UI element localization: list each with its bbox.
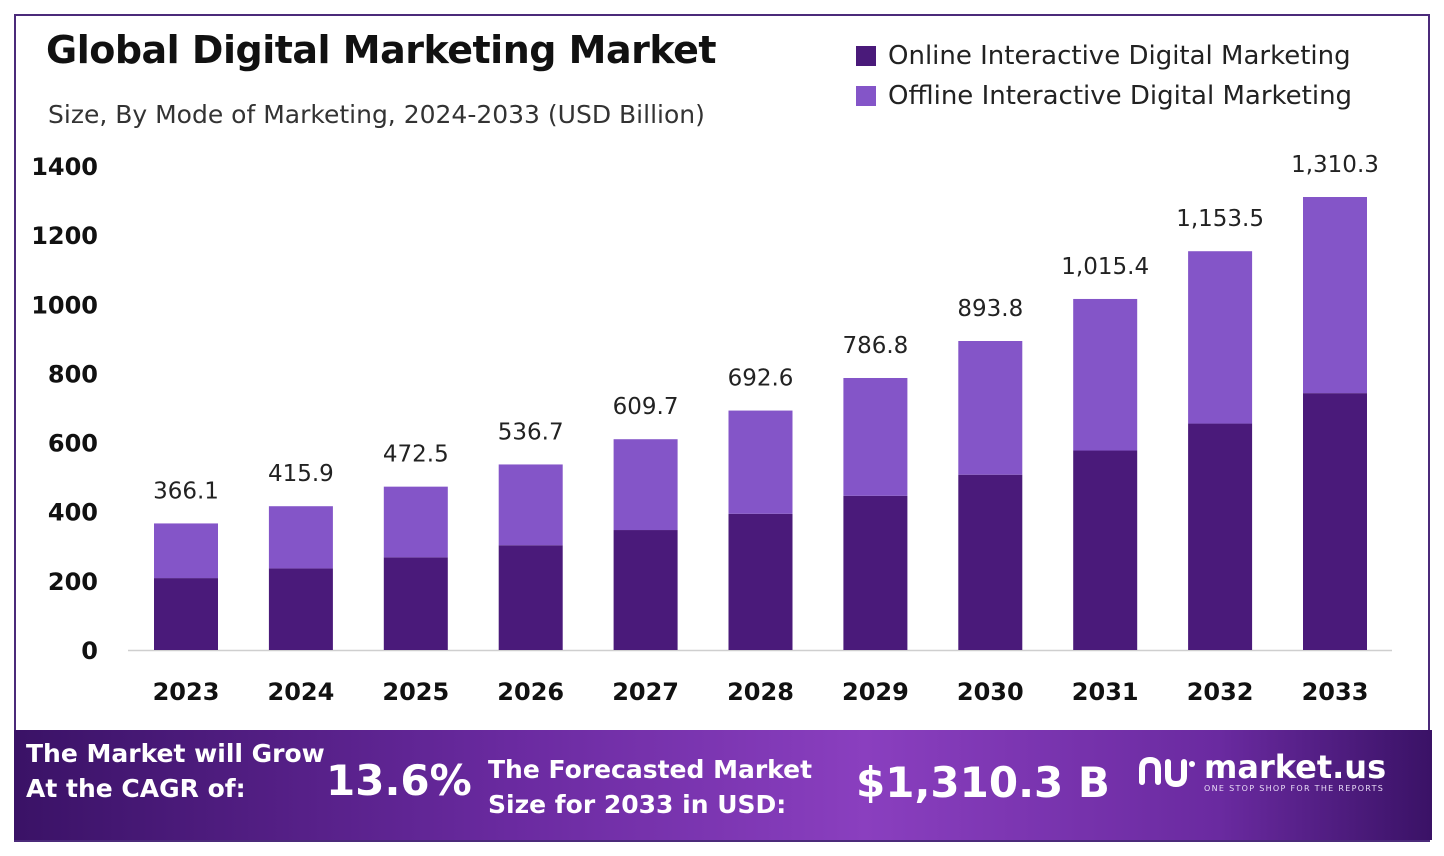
bar-total-label: 536.7 <box>498 419 564 445</box>
y-tick-label: 0 <box>81 637 98 665</box>
bar-offline <box>383 486 448 558</box>
x-tick-label: 2026 <box>497 678 564 706</box>
bar-offline <box>154 523 218 579</box>
y-tick-label: 1000 <box>31 291 98 319</box>
cagr-label: The Market will Grow At the CAGR of: <box>26 739 325 803</box>
bar-online <box>728 513 793 650</box>
bar-total-label: 472.5 <box>383 442 449 468</box>
bar-offline <box>728 410 793 514</box>
bar-total-label: 692.6 <box>728 366 794 392</box>
x-tick-label: 2032 <box>1187 678 1254 706</box>
bar-total-label: 415.9 <box>268 461 334 487</box>
bar-chart: 0 200 400 600 800 1000 1200 1400 366.1 2023 415.9 2… <box>31 152 1392 706</box>
forecast-label: The Forecasted Market Size for 2033 in U… <box>488 755 813 819</box>
bar-online <box>383 557 448 650</box>
x-tick-label: 2027 <box>612 678 679 706</box>
legend-label-offline: Offline Interactive Digital Marketing <box>888 81 1353 111</box>
bar-offline <box>1073 298 1138 451</box>
bar-online <box>1073 450 1138 650</box>
legend-item-offline: Offline Interactive Digital Marketing <box>856 76 1352 116</box>
bar-online <box>154 578 218 650</box>
legend: Online Interactive Digital Marketing Off… <box>856 36 1352 116</box>
bar-offline <box>1188 251 1253 424</box>
y-tick-label: 600 <box>48 430 98 458</box>
x-tick-label: 2028 <box>727 678 794 706</box>
y-tick-label: 200 <box>48 568 98 596</box>
y-tick-label: 1200 <box>31 222 98 250</box>
legend-swatch-online <box>856 46 876 66</box>
x-tick-label: 2033 <box>1302 678 1369 706</box>
legend-item-online: Online Interactive Digital Marketing <box>856 36 1352 76</box>
legend-label-online: Online Interactive Digital Marketing <box>888 41 1351 71</box>
bar-total-label: 1,015.4 <box>1061 254 1149 280</box>
x-tick-label: 2024 <box>268 678 335 706</box>
bar-online <box>613 530 678 650</box>
market-us-logo: market.us ONE STOP SHOP FOR THE REPORTS <box>1136 750 1386 793</box>
bar-total-label: 786.8 <box>842 333 908 359</box>
bar-offline <box>958 341 1023 475</box>
bar-total-label: 893.8 <box>957 296 1023 322</box>
forecast-value: $1,310.3 B <box>856 758 1110 807</box>
bar-online <box>958 474 1023 650</box>
y-tick-label: 800 <box>48 360 98 388</box>
cagr-value: 13.6% <box>326 756 472 805</box>
bar-total-label: 1,310.3 <box>1291 152 1379 178</box>
market-us-logo-icon <box>1139 756 1195 787</box>
x-tick-label: 2031 <box>1072 678 1139 706</box>
legend-swatch-offline <box>856 86 876 106</box>
bar-total-label: 1,153.5 <box>1176 206 1264 232</box>
x-tick-label: 2030 <box>957 678 1024 706</box>
bar-online <box>1188 423 1253 650</box>
x-tick-label: 2025 <box>382 678 449 706</box>
chart-subtitle: Size, By Mode of Marketing, 2024-2033 (U… <box>48 100 705 129</box>
x-tick-label: 2029 <box>842 678 909 706</box>
bar-offline <box>498 464 563 546</box>
bar-offline <box>268 506 333 569</box>
bar-online <box>1303 393 1367 650</box>
bar-offline <box>613 439 678 531</box>
bar-offline <box>843 377 908 496</box>
bar-online <box>498 545 563 650</box>
y-tick-label: 1400 <box>31 153 98 181</box>
bar-offline <box>1303 197 1367 394</box>
logo-name: market.us <box>1204 748 1387 786</box>
logo-tagline: ONE STOP SHOP FOR THE REPORTS <box>1204 784 1385 793</box>
x-tick-label: 2023 <box>153 678 220 706</box>
bar-total-label: 609.7 <box>613 394 679 420</box>
bar-total-label: 366.1 <box>153 478 219 504</box>
bar-online <box>843 495 908 650</box>
y-tick-label: 400 <box>48 499 98 527</box>
chart-title: Global Digital Marketing Market <box>46 28 717 72</box>
bar-online <box>268 568 333 650</box>
summary-banner: The Market will Grow At the CAGR of: 13.… <box>14 730 1432 840</box>
